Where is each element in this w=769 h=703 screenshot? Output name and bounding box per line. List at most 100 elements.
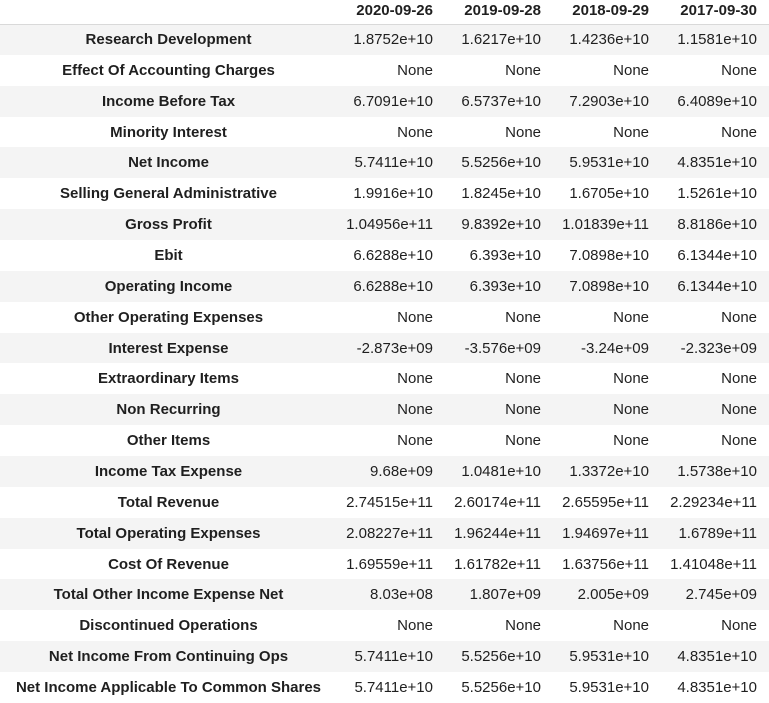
cell-value: 8.03e+08 [370,586,433,604]
corner-cell [0,0,337,25]
table-row: Net Income Applicable To Common Shares 5.… [0,672,769,703]
table-header: 2020-09-26 2019-09-28 2018-09-29 2017-09-30 [0,0,769,25]
cell-value: None [721,308,757,326]
cell-value: 8.8186e+10 [677,216,757,234]
cell-value: 6.6288e+10 [353,246,433,264]
cell-value: -2.323e+09 [680,339,757,357]
cell-value: 1.69559e+11 [346,555,433,573]
cell-value: None [613,432,649,450]
cell-value: None [505,370,541,388]
cell-value: None [613,123,649,141]
table-row: Net Income From Continuing Ops 5.7411e+10… [0,641,769,673]
cell-value: 1.41048e+11 [670,555,757,573]
table-row: Selling General Administrative 1.9916e+10… [0,178,769,209]
header-row: 2020-09-26 2019-09-28 2018-09-29 2017-09-30 [0,0,769,25]
cell-value: 6.4089e+10 [677,92,757,110]
row-label: Cost Of Revenue [108,555,229,573]
cell-value: None [505,432,541,450]
row-label: Research Development [85,31,252,49]
cell-value: None [613,370,649,388]
table-row: Non Recurring None None None None [0,394,769,426]
cell-value: 1.96244e+11 [454,524,541,542]
cell-value: 9.68e+09 [370,462,433,480]
cell-value: None [721,61,757,79]
cell-value: None [721,370,757,388]
cell-value: 5.7411e+10 [354,678,433,696]
cell-value: None [721,401,757,419]
cell-value: None [397,123,433,141]
cell-value: 2.29234e+11 [670,493,757,511]
cell-value: None [613,617,649,635]
table-row: Total Operating Expenses 2.08227e+11 1.962… [0,517,769,549]
row-label: Minority Interest [110,123,227,141]
cell-value: 1.3372e+10 [569,462,649,480]
row-label: Operating Income [104,277,233,295]
table-row: Minority Interest None None None None [0,117,769,148]
cell-value: 1.04956e+11 [346,216,433,234]
column-header-date: 2020-09-26 [337,0,445,25]
cell-value: 5.7411e+10 [354,154,433,172]
table-body: Research Development 1.8752e+10 1.6217e+10… [0,24,769,703]
cell-value: None [397,61,433,79]
cell-value: 2.745e+09 [685,586,757,604]
cell-value: 1.63756e+11 [562,555,649,573]
cell-value: 2.08227e+11 [346,524,433,542]
cell-value: 7.2903e+10 [569,92,649,110]
table-row: Operating Income 6.6288e+10 6.393e+10 7.089… [0,270,769,302]
cell-value: None [613,401,649,419]
cell-value: 1.01839e+11 [562,216,649,234]
cell-value: -3.24e+09 [581,339,649,357]
row-label: Total Revenue [117,493,220,511]
column-header-date: 2018-09-29 [553,0,661,25]
cell-value: 1.61782e+11 [454,555,541,573]
row-label: Gross Profit [125,216,212,234]
table-row: Research Development 1.8752e+10 1.6217e+10… [0,24,769,55]
cell-value: 1.5261e+10 [677,185,757,203]
table-row: Income Tax Expense 9.68e+09 1.0481e+10 1.33… [0,456,769,487]
cell-value: None [505,401,541,419]
cell-value: 5.5256e+10 [461,678,541,696]
cell-value: 2.005e+09 [577,586,649,604]
cell-value: None [721,617,757,635]
cell-value: None [721,432,757,450]
cell-value: 1.6705e+10 [569,185,649,203]
column-header-date: 2019-09-28 [445,0,553,25]
table-row: Effect Of Accounting Charges None None None… [0,55,769,86]
cell-value: 5.7411e+10 [354,648,433,666]
table-row: Gross Profit 1.04956e+11 9.8392e+10 1.01839… [0,209,769,241]
cell-value: 5.9531e+10 [569,154,649,172]
cell-value: 1.4236e+10 [569,31,649,49]
cell-value: 5.5256e+10 [461,154,541,172]
cell-value: 7.0898e+10 [569,246,649,264]
row-label: Net Income [128,154,209,172]
row-label: Total Operating Expenses [76,524,261,542]
table-row: Discontinued Operations None None None None [0,610,769,641]
cell-value: None [505,617,541,635]
table-row: Other Items None None None None [0,425,769,456]
table-row: Cost Of Revenue 1.69559e+11 1.61782e+11 1.6… [0,549,769,580]
cell-value: 1.6789e+11 [678,524,757,542]
row-label: Net Income Applicable To Common Shares [15,678,322,696]
table-row: Ebit 6.6288e+10 6.393e+10 7.0898e+10 6.1344e… [0,240,769,271]
row-label: Effect Of Accounting Charges [62,61,275,79]
cell-value: 5.9531e+10 [569,678,649,696]
cell-value: 4.8351e+10 [677,648,757,666]
row-label: Ebit [154,246,183,264]
cell-value: 1.94697e+11 [562,524,649,542]
row-label: Total Other Income Expense Net [53,586,284,604]
cell-value: 2.60174e+11 [454,493,541,511]
cell-value: 4.8351e+10 [677,154,757,172]
row-label: Income Before Tax [101,92,236,110]
row-label: Other Operating Expenses [73,308,264,326]
cell-value: 1.6217e+10 [461,31,541,49]
cell-value: -3.576e+09 [464,339,541,357]
cell-value: 6.1344e+10 [677,277,757,295]
row-label: Net Income From Continuing Ops [48,648,289,666]
row-label: Selling General Administrative [59,185,277,203]
row-label: Non Recurring [116,401,221,419]
row-label: Other Items [126,432,211,450]
cell-value: 9.8392e+10 [461,216,541,234]
row-label: Income Tax Expense [94,462,243,480]
table-row: Net Income 5.7411e+10 5.5256e+10 5.9531e+10… [0,147,769,179]
